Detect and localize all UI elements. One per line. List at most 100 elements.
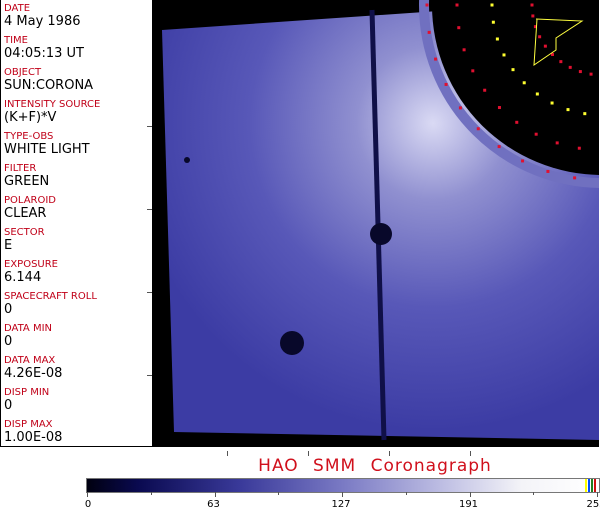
field-object: OBJECT SUN:CORONA [4, 67, 93, 93]
grid-dot [531, 14, 535, 18]
field-label: TIME [4, 35, 29, 46]
header-info-panel: DATE 4 May 1986 TIME 04:05:13 UT OBJECT SUN:C… [0, 0, 153, 447]
field-value: CLEAR [4, 206, 47, 221]
field-polaroid: POLAROID CLEAR [4, 195, 56, 221]
grid-dot [589, 72, 593, 76]
colorbar-tick [405, 492, 407, 495]
grid-dot [515, 120, 519, 124]
colorbar-tick [533, 492, 535, 495]
field-value: WHITE LIGHT [4, 142, 90, 157]
field-data-min: DATA MIN 0 [4, 323, 52, 349]
axis-tick [389, 451, 390, 456]
field-sector: SECTOR E [4, 227, 45, 253]
field-spacecraft-roll: SPACECRAFT ROLL 0 [4, 291, 97, 317]
grid-dot [543, 44, 547, 48]
grid-dot [491, 20, 495, 24]
field-data-max: DATA MAX 4.26E-08 [4, 355, 62, 381]
grid-dot [555, 141, 559, 145]
grid-dot [568, 65, 572, 69]
colorbar [86, 478, 600, 493]
orientation-marker [533, 18, 584, 66]
field-value: 0 [4, 398, 13, 413]
colorbar-segment [585, 479, 587, 492]
field-label: DISP MIN [4, 387, 50, 398]
grid-dot [434, 57, 438, 61]
colorbar-tick [214, 492, 216, 497]
pylon-hub [370, 223, 392, 245]
field-time: TIME 04:05:13 UT [4, 35, 84, 61]
axis-tick [147, 126, 152, 127]
grid-dot [458, 106, 462, 110]
axis-tick [147, 209, 152, 210]
colorbar-tick [342, 492, 343, 497]
grid-dot [462, 48, 466, 52]
grid-dot [457, 26, 461, 30]
field-type-obs: TYPE-OBS WHITE LIGHT [4, 131, 90, 157]
field-label: SPACECRAFT ROLL [4, 291, 97, 302]
grid-dot [535, 92, 539, 96]
field-label: OBJECT [4, 67, 42, 78]
grid-dot [483, 88, 487, 92]
coronagraph-image [152, 0, 599, 447]
dust-spot [280, 331, 304, 355]
grid-dot [490, 3, 494, 7]
field-disp-max: DISP MAX 1.00E-08 [4, 419, 62, 445]
colorbar-tick [278, 492, 280, 495]
field-value: SUN:CORONA [4, 78, 94, 93]
grid-dot [497, 145, 501, 149]
field-value: (K+F)*V [4, 110, 57, 125]
colorbar-tick-label: 63 [207, 499, 220, 510]
field-value: 4 May 1986 [4, 14, 81, 29]
colorbar-segment [594, 479, 596, 492]
field-label: DATA MAX [4, 355, 56, 366]
occulter-disk [432, 0, 599, 175]
grid-dot [573, 176, 577, 180]
colorbar-tick [469, 492, 471, 497]
image-title: HAO SMM Coronagraph [258, 456, 492, 476]
field-value: E [4, 238, 13, 253]
grid-dot [471, 69, 475, 73]
axis-tick [308, 451, 309, 456]
field-label: EXPOSURE [4, 259, 59, 270]
grid-dot [530, 3, 534, 7]
grid-dot [534, 132, 538, 136]
field-date: DATE 4 May 1986 [4, 3, 81, 29]
field-value: 0 [4, 302, 13, 317]
dust-spot [184, 157, 190, 163]
axis-tick [227, 451, 228, 456]
axis-tick [470, 451, 471, 456]
colorbar-segment [591, 479, 593, 492]
grid-dot [538, 35, 542, 39]
field-label: SECTOR [4, 227, 45, 238]
colorbar-tick-label: 191 [458, 499, 479, 510]
axis-tick [147, 292, 152, 293]
grid-dot [476, 127, 480, 131]
field-value: 1.00E-08 [4, 430, 63, 445]
colorbar-tick-label: 255 [586, 499, 600, 510]
field-value: 6.144 [4, 270, 42, 285]
grid-dot [566, 108, 570, 112]
field-value: 04:05:13 UT [4, 46, 84, 61]
field-label: INTENSITY SOURCE [4, 99, 101, 110]
field-value: 0 [4, 334, 13, 349]
grid-dot [427, 30, 431, 34]
field-intensity-source: INTENSITY SOURCE (K+F)*V [4, 99, 100, 125]
grid-dot [522, 81, 526, 85]
occulter-ring [419, 0, 599, 188]
grid-dot [497, 106, 501, 110]
grid-dot [559, 60, 563, 64]
field-filter: FILTER GREEN [4, 163, 49, 189]
grid-dot [583, 112, 587, 116]
field-label: DISP MAX [4, 419, 53, 430]
grid-dot [578, 70, 582, 74]
colorbar-tick-label: 127 [331, 499, 351, 510]
grid-dot [550, 101, 554, 105]
grid-dots [425, 3, 593, 180]
grid-dot [546, 169, 550, 173]
axis-tick [147, 375, 152, 376]
colorbar-tick [87, 492, 88, 497]
grid-dot [577, 146, 581, 150]
grid-dot [444, 82, 448, 86]
colorbar-tick-label: 0 [84, 499, 92, 510]
grid-dot [551, 52, 555, 56]
